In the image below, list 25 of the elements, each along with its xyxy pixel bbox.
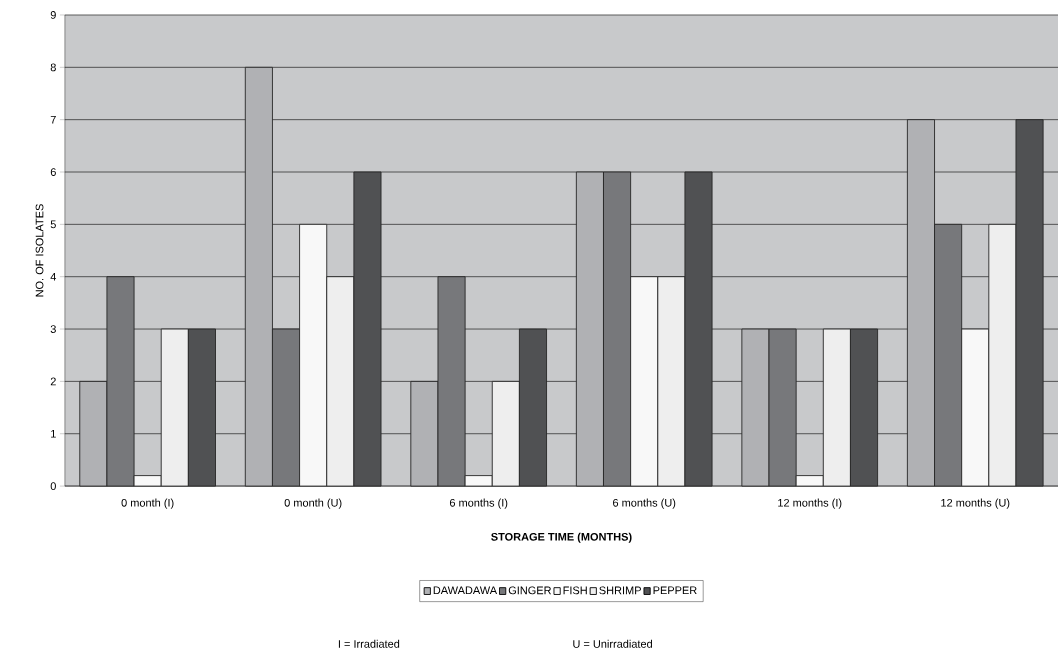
x-tick-label: 12 months (U) bbox=[941, 498, 1010, 509]
y-tick-label: 7 bbox=[50, 116, 56, 124]
x-tick-label: 6 months (I) bbox=[449, 498, 508, 509]
y-tick-label: 4 bbox=[50, 273, 57, 281]
x-tick-label: 6 months (U) bbox=[613, 498, 676, 509]
y-axis-title: NO. OF ISOLATES bbox=[35, 204, 44, 297]
y-tick-label: 3 bbox=[50, 325, 56, 334]
legend-label: SHRIMP bbox=[599, 586, 641, 595]
y-tick-label: 2 bbox=[50, 377, 56, 386]
text: I = Irradiated bbox=[338, 639, 400, 648]
legend-label: GINGER bbox=[508, 586, 552, 595]
legend-label: FISH bbox=[563, 586, 587, 595]
y-tick-label: 5 bbox=[50, 220, 56, 229]
y-tick-label: 9 bbox=[50, 11, 56, 19]
x-tick-label: 0 month (U) bbox=[284, 498, 342, 509]
y-tick-label: 1 bbox=[51, 430, 56, 438]
y-tick-label: 0 bbox=[50, 482, 56, 491]
y-tick-label: 6 bbox=[50, 168, 56, 177]
y-tick-label: 8 bbox=[50, 63, 56, 72]
x-tick-label: 0 month (I) bbox=[121, 498, 174, 509]
x-tick-label: 12 months (I) bbox=[778, 498, 842, 509]
legend-label: PEPPER bbox=[653, 586, 697, 595]
x-axis-title: STORAGE TIME (MONTHS) bbox=[491, 532, 632, 543]
text: U = Unirradiated bbox=[573, 639, 652, 648]
legend-label: DAWADAWA bbox=[433, 586, 498, 595]
